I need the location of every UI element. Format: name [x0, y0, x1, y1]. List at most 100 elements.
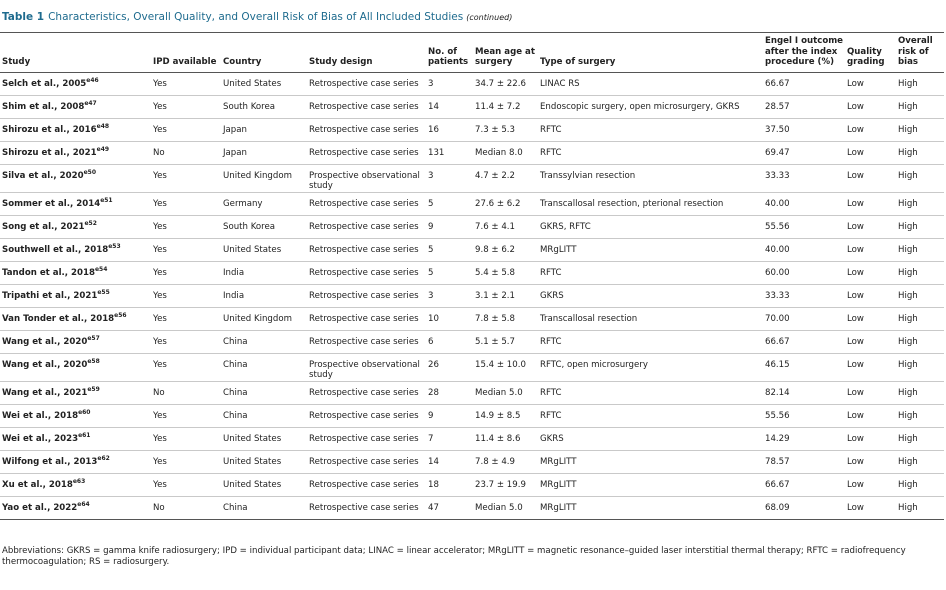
- table-cell: South Korea: [221, 215, 307, 239]
- table-cell: 3: [426, 72, 473, 96]
- table-cell: 66.67: [763, 473, 845, 497]
- table-cell: 55.56: [763, 215, 845, 239]
- table-cell: High: [896, 381, 944, 405]
- table-row: Song et al., 2021e52 Yes South Korea Retros…: [0, 215, 944, 239]
- study-name: Wei et al., 2018: [2, 410, 79, 421]
- table-cell: 131: [426, 141, 473, 165]
- reference: e50: [83, 168, 97, 176]
- study-name: Wilfong et al., 2013: [2, 456, 98, 467]
- table-cell: GKRS: [538, 284, 763, 308]
- table-cell: 40.00: [763, 238, 845, 262]
- title-text: Characteristics, Overall Quality, and Ov…: [48, 11, 464, 23]
- table-cell: No: [151, 141, 221, 165]
- table-cell: High: [896, 330, 944, 354]
- table-cell: China: [221, 404, 307, 428]
- table-cell: 7.6 ± 4.1: [473, 215, 538, 239]
- reference: e59: [87, 385, 100, 393]
- table-cell: Prospective observational study: [307, 353, 426, 382]
- table-cell: 7.8 ± 5.8: [473, 307, 538, 331]
- table-cell: 3: [426, 164, 473, 193]
- table-cell: 9: [426, 215, 473, 239]
- study-name: Van Tonder et al., 2018: [2, 313, 115, 324]
- reference: e56: [114, 311, 127, 319]
- table-row: Shim et al., 2008e47 Yes South Korea Retros…: [0, 95, 944, 119]
- table-cell: Low: [845, 381, 896, 405]
- table-cell: 60.00: [763, 261, 845, 285]
- table-cell: Low: [845, 141, 896, 165]
- table-cell: Yes: [151, 238, 221, 262]
- table-cell: Retrospective case series: [307, 496, 426, 520]
- table-cell: South Korea: [221, 95, 307, 119]
- table-cell: MRgLITT: [538, 496, 763, 520]
- table-cell: Retrospective case series: [307, 330, 426, 354]
- table-cell: Low: [845, 164, 896, 193]
- table-cell: 7.8 ± 4.9: [473, 450, 538, 474]
- table-row: Wilfong et al., 2013e62 Yes United States R…: [0, 450, 944, 474]
- table-cell: Retrospective case series: [307, 118, 426, 142]
- study-name: Tripathi et al., 2021: [2, 290, 98, 301]
- table-cell: United States: [221, 72, 307, 96]
- table-cell: China: [221, 353, 307, 382]
- table-cell: United Kingdom: [221, 164, 307, 193]
- reference: e55: [97, 288, 110, 296]
- reference: e63: [72, 477, 86, 485]
- table-cell: Retrospective case series: [307, 381, 426, 405]
- table-cell: 14.9 ± 8.5: [473, 404, 538, 428]
- study-cell: Tripathi et al., 2021e55: [0, 284, 151, 308]
- table-cell: China: [221, 381, 307, 405]
- table-cell: 9: [426, 404, 473, 428]
- table-cell: 11.4 ± 8.6: [473, 427, 538, 451]
- table-cell: 14: [426, 95, 473, 119]
- table-cell: High: [896, 238, 944, 262]
- column-header: Engel I outcome after the index procedur…: [763, 32, 845, 73]
- table-title: Table 1 Characteristics, Overall Quality,…: [2, 11, 512, 23]
- study-name: Shirozu et al., 2021: [2, 147, 97, 158]
- table-cell: United States: [221, 238, 307, 262]
- column-header: Country: [221, 32, 307, 73]
- table-cell: Japan: [221, 118, 307, 142]
- table-cell: 66.67: [763, 330, 845, 354]
- table-row: Yao et al., 2022e64 No China Retrospective …: [0, 496, 944, 520]
- study-name: Sommer et al., 2014: [2, 198, 101, 209]
- table-cell: 55.56: [763, 404, 845, 428]
- table-cell: United Kingdom: [221, 307, 307, 331]
- table-cell: 14: [426, 450, 473, 474]
- table-cell: 34.7 ± 22.6: [473, 72, 538, 96]
- table-cell: United States: [221, 427, 307, 451]
- table-cell: High: [896, 164, 944, 193]
- study-name: Silva et al., 2020: [2, 170, 84, 181]
- column-header: Study: [0, 32, 151, 73]
- table-cell: 26: [426, 353, 473, 382]
- table-cell: Low: [845, 284, 896, 308]
- reference: e46: [86, 76, 99, 84]
- study-name: Shirozu et al., 2016: [2, 124, 97, 135]
- table-cell: 46.15: [763, 353, 845, 382]
- table-row: Wei et al., 2018e60 Yes China Retrospective…: [0, 404, 944, 428]
- table-cell: 18: [426, 473, 473, 497]
- table-cell: Retrospective case series: [307, 141, 426, 165]
- table-cell: RFTC: [538, 330, 763, 354]
- reference: e60: [78, 408, 91, 416]
- study-name: Wang et al., 2021: [2, 387, 88, 398]
- table-cell: Low: [845, 330, 896, 354]
- table-cell: 28: [426, 381, 473, 405]
- table-row: Southwell et al., 2018e53 Yes United State…: [0, 238, 944, 262]
- study-name: Shim et al., 2008: [2, 101, 85, 112]
- table-cell: RFTC: [538, 118, 763, 142]
- column-header: No. of patients: [426, 32, 473, 73]
- study-cell: Tandon et al., 2018e54: [0, 261, 151, 285]
- table-cell: 3: [426, 284, 473, 308]
- table-cell: 3.1 ± 2.1: [473, 284, 538, 308]
- table-cell: Low: [845, 496, 896, 520]
- table-cell: Low: [845, 215, 896, 239]
- reference: e61: [78, 431, 91, 439]
- table-cell: Retrospective case series: [307, 72, 426, 96]
- table-cell: 69.47: [763, 141, 845, 165]
- table-cell: 27.6 ± 6.2: [473, 192, 538, 216]
- table-cell: Yes: [151, 261, 221, 285]
- study-cell: Wei et al., 2023e61: [0, 427, 151, 451]
- table-cell: Low: [845, 118, 896, 142]
- table-cell: High: [896, 215, 944, 239]
- table-cell: 23.7 ± 19.9: [473, 473, 538, 497]
